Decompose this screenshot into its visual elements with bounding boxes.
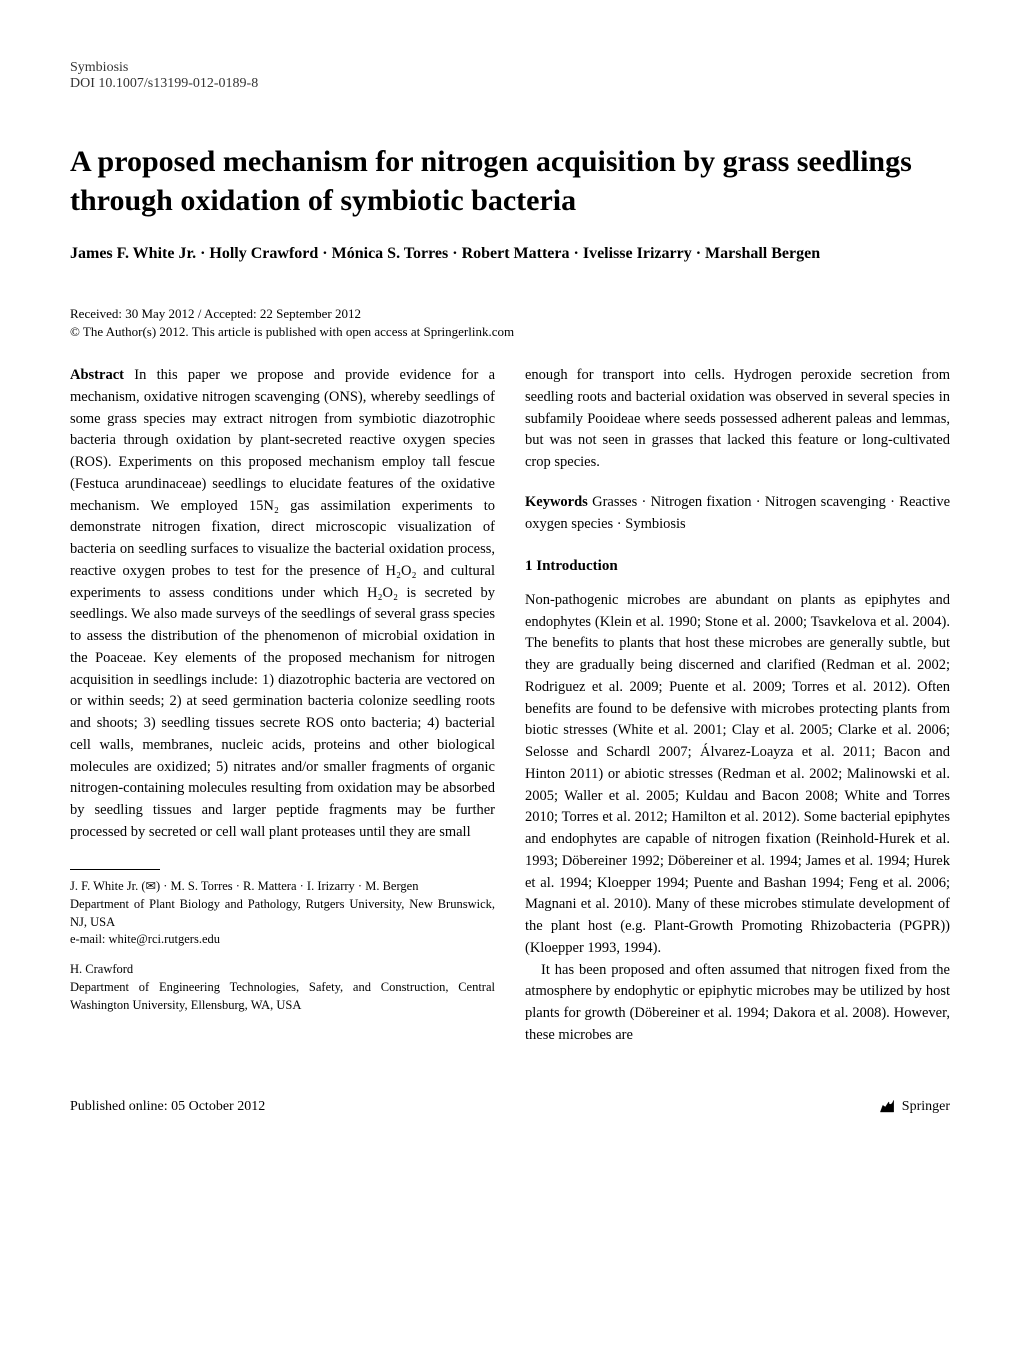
page-header: Symbiosis DOI 10.1007/s13199-012-0189-8 bbox=[70, 60, 950, 92]
affiliation-block: J. F. White Jr. (✉) · M. S. Torres · R. … bbox=[70, 869, 495, 1015]
affil2-dept: Department of Engineering Technologies, … bbox=[70, 979, 495, 1014]
section-heading-1: 1 Introduction bbox=[525, 555, 950, 578]
left-column: Abstract In this paper we propose and pr… bbox=[70, 365, 495, 1047]
keywords-label: Keywords bbox=[525, 494, 588, 510]
abstract-text-left: In this paper we propose and provide evi… bbox=[70, 367, 495, 840]
affiliation-divider bbox=[70, 869, 160, 870]
affil2-authors: H. Crawford bbox=[70, 961, 495, 979]
publisher-logo: Springer bbox=[877, 1097, 950, 1117]
published-online: Published online: 05 October 2012 bbox=[70, 1099, 265, 1115]
intro-para-1: Non-pathogenic microbes are abundant on … bbox=[525, 590, 950, 960]
affil1-email: e-mail: white@rci.rutgers.edu bbox=[70, 931, 495, 949]
page-footer: Published online: 05 October 2012 Spring… bbox=[70, 1097, 950, 1117]
main-content: Abstract In this paper we propose and pr… bbox=[70, 365, 950, 1047]
doi-text: DOI 10.1007/s13199-012-0189-8 bbox=[70, 76, 950, 92]
intro-para-2: It has been proposed and often assumed t… bbox=[525, 960, 950, 1047]
article-title: A proposed mechanism for nitrogen acquis… bbox=[70, 142, 950, 220]
publisher-name: Springer bbox=[902, 1099, 950, 1115]
abstract-label: Abstract bbox=[70, 367, 124, 383]
right-column: enough for transport into cells. Hydroge… bbox=[525, 365, 950, 1047]
abstract-paragraph: Abstract In this paper we propose and pr… bbox=[70, 365, 495, 844]
keywords-paragraph: Keywords Grasses · Nitrogen fixation · N… bbox=[525, 492, 950, 536]
journal-name: Symbiosis bbox=[70, 60, 950, 76]
affil1-authors: J. F. White Jr. (✉) · M. S. Torres · R. … bbox=[70, 878, 495, 896]
keywords-text: Grasses · Nitrogen fixation · Nitrogen s… bbox=[525, 494, 950, 532]
author-list: James F. White Jr. · Holly Crawford · Mó… bbox=[70, 242, 950, 266]
springer-horse-icon bbox=[877, 1097, 897, 1117]
abstract-continuation: enough for transport into cells. Hydroge… bbox=[525, 365, 950, 474]
copyright-notice: © The Author(s) 2012. This article is pu… bbox=[70, 324, 950, 340]
affil1-dept: Department of Plant Biology and Patholog… bbox=[70, 896, 495, 931]
article-dates: Received: 30 May 2012 / Accepted: 22 Sep… bbox=[70, 306, 950, 322]
